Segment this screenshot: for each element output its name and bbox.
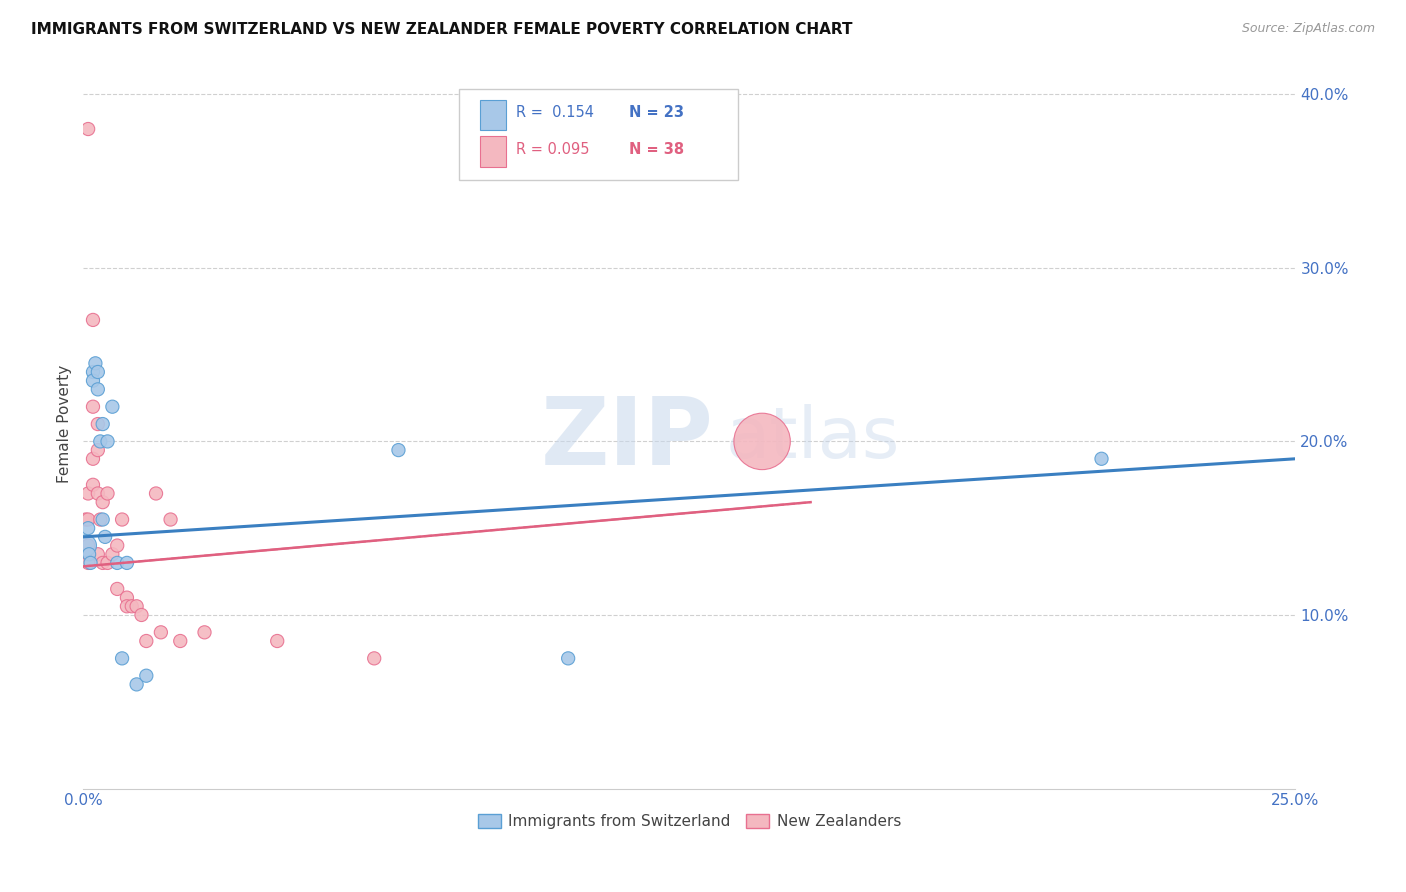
Point xyxy=(135,634,157,648)
Point xyxy=(77,556,100,570)
Point xyxy=(1090,451,1112,466)
Legend: Immigrants from Switzerland, New Zealanders: Immigrants from Switzerland, New Zealand… xyxy=(471,808,907,836)
Point xyxy=(73,547,96,561)
Point xyxy=(87,443,110,458)
Point xyxy=(82,400,104,414)
Point xyxy=(87,365,110,379)
Point xyxy=(193,625,215,640)
Point xyxy=(91,556,114,570)
Point xyxy=(105,539,128,553)
Point xyxy=(751,434,773,449)
Point xyxy=(77,521,100,535)
Point xyxy=(77,547,100,561)
Text: R = 0.095: R = 0.095 xyxy=(516,142,589,157)
Point xyxy=(96,486,118,500)
Point xyxy=(96,434,118,449)
Point xyxy=(115,599,138,614)
Point xyxy=(87,486,110,500)
Point xyxy=(111,512,134,526)
Point xyxy=(105,556,128,570)
Point xyxy=(77,512,100,526)
Text: N = 38: N = 38 xyxy=(628,142,683,157)
Text: R =  0.154: R = 0.154 xyxy=(516,105,595,120)
Text: N = 23: N = 23 xyxy=(628,105,683,120)
Point xyxy=(84,356,107,370)
Point xyxy=(82,478,104,492)
Bar xyxy=(479,136,506,167)
Point xyxy=(82,313,104,327)
FancyBboxPatch shape xyxy=(460,89,738,180)
Point xyxy=(96,556,118,570)
Text: IMMIGRANTS FROM SWITZERLAND VS NEW ZEALANDER FEMALE POVERTY CORRELATION CHART: IMMIGRANTS FROM SWITZERLAND VS NEW ZEALA… xyxy=(31,22,852,37)
Point xyxy=(89,512,111,526)
Point xyxy=(387,443,409,458)
Point xyxy=(159,512,181,526)
Point xyxy=(87,417,110,431)
Point xyxy=(101,547,124,561)
Point xyxy=(87,547,110,561)
Point xyxy=(149,625,172,640)
Point xyxy=(75,539,97,553)
Point xyxy=(105,582,128,596)
Point xyxy=(91,417,114,431)
Y-axis label: Female Poverty: Female Poverty xyxy=(58,365,72,483)
Point xyxy=(121,599,143,614)
Point xyxy=(91,512,114,526)
Point xyxy=(135,669,157,683)
Point xyxy=(89,434,111,449)
Point xyxy=(94,530,117,544)
Point xyxy=(111,651,134,665)
Point xyxy=(101,400,124,414)
Point xyxy=(557,651,579,665)
Point xyxy=(87,382,110,396)
Point xyxy=(169,634,191,648)
Point xyxy=(266,634,288,648)
Point xyxy=(77,122,100,136)
Point xyxy=(131,607,153,622)
Bar xyxy=(479,100,506,130)
Point xyxy=(125,599,148,614)
Point xyxy=(115,591,138,605)
Point xyxy=(82,451,104,466)
Point xyxy=(363,651,385,665)
Point xyxy=(82,374,104,388)
Point xyxy=(91,495,114,509)
Point xyxy=(79,556,101,570)
Point xyxy=(77,486,100,500)
Text: Source: ZipAtlas.com: Source: ZipAtlas.com xyxy=(1241,22,1375,36)
Point xyxy=(82,365,104,379)
Point xyxy=(125,677,148,691)
Text: ZIP: ZIP xyxy=(541,392,714,484)
Point xyxy=(145,486,167,500)
Point xyxy=(77,539,100,553)
Point xyxy=(75,512,97,526)
Text: atlas: atlas xyxy=(725,404,900,473)
Point xyxy=(115,556,138,570)
